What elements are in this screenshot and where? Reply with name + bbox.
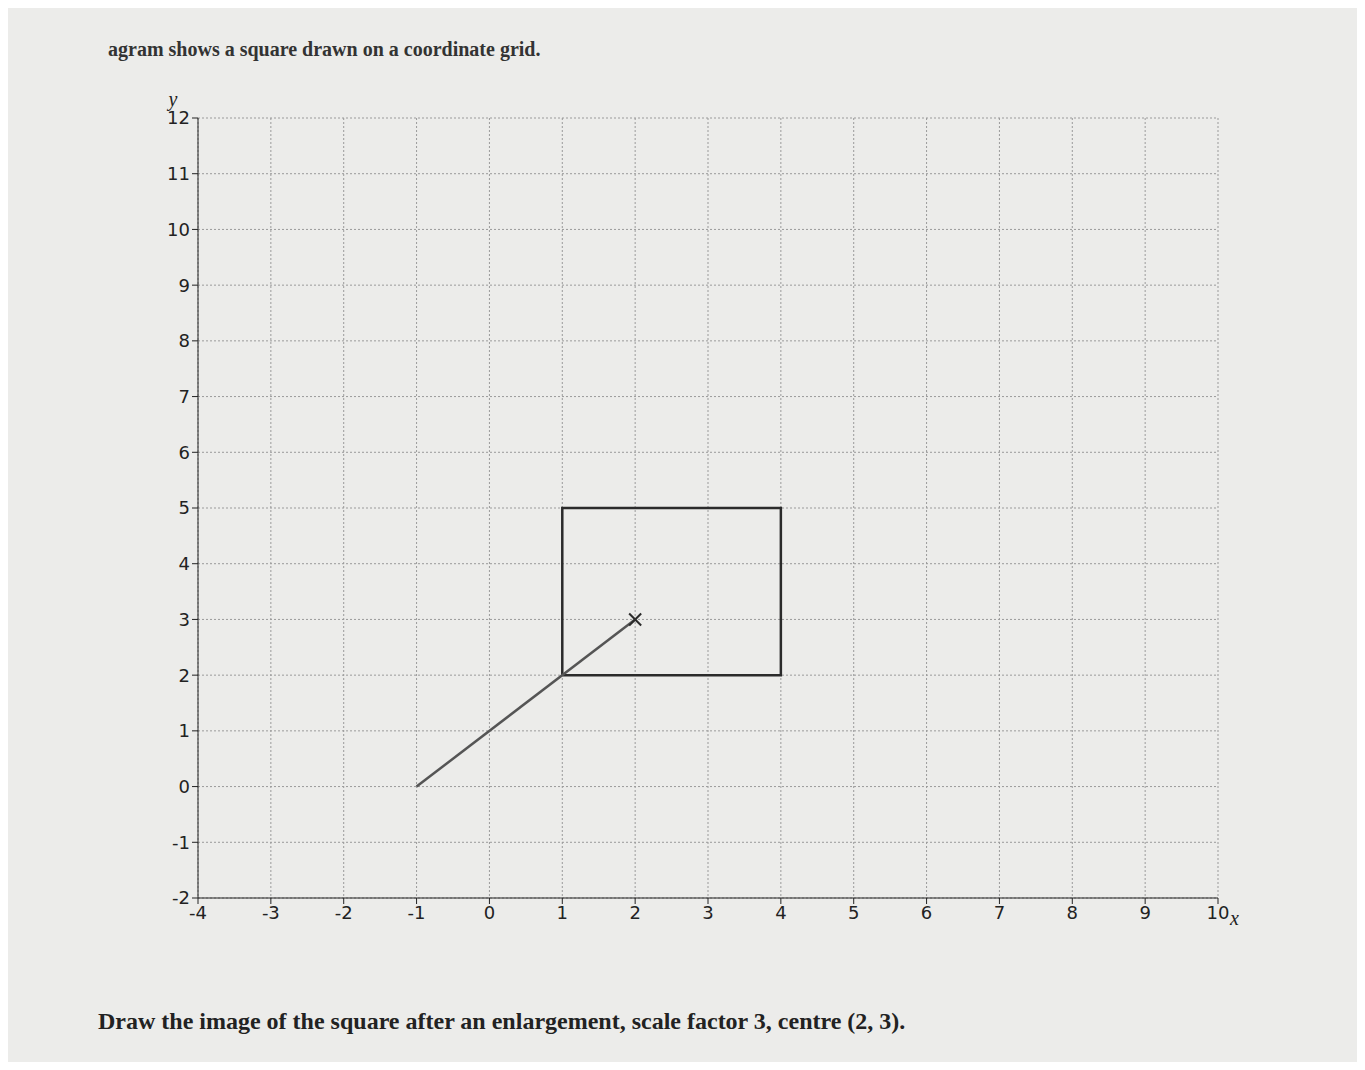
svg-text:8: 8 xyxy=(1067,902,1078,923)
svg-text:4: 4 xyxy=(179,553,190,574)
svg-text:10: 10 xyxy=(167,219,190,240)
svg-text:11: 11 xyxy=(167,163,190,184)
svg-text:0: 0 xyxy=(484,902,495,923)
svg-text:6: 6 xyxy=(921,902,932,923)
svg-text:7: 7 xyxy=(994,902,1005,923)
html-text:Draw the image of the square a: Draw the image of the square after an en… xyxy=(98,1008,906,1034)
svg-text:-1: -1 xyxy=(172,832,190,853)
svg-text:12: 12 xyxy=(167,107,190,128)
svg-text:10: 10 xyxy=(1207,902,1230,923)
svg-text:5: 5 xyxy=(848,902,859,923)
svg-text:-3: -3 xyxy=(262,902,280,923)
svg-text:-2: -2 xyxy=(172,887,190,908)
svg-text:x: x xyxy=(1229,907,1239,929)
svg-text:1: 1 xyxy=(557,902,568,923)
svg-text:0: 0 xyxy=(179,776,190,797)
svg-text:y: y xyxy=(167,88,178,111)
svg-text:-4: -4 xyxy=(189,902,207,923)
svg-text:9: 9 xyxy=(1139,902,1150,923)
svg-text:3: 3 xyxy=(702,902,713,923)
svg-text:4: 4 xyxy=(775,902,786,923)
svg-text:2: 2 xyxy=(629,902,640,923)
svg-text:1: 1 xyxy=(179,720,190,741)
svg-text:5: 5 xyxy=(179,497,190,518)
svg-text:2: 2 xyxy=(179,665,190,686)
svg-text:-2: -2 xyxy=(335,902,353,923)
svg-text:-1: -1 xyxy=(408,902,426,923)
svg-text:6: 6 xyxy=(179,442,190,463)
svg-text:3: 3 xyxy=(179,609,190,630)
html-text:agram shows a square drawn on: agram shows a square drawn on a coordina… xyxy=(108,38,541,60)
svg-text:9: 9 xyxy=(179,275,190,296)
svg-text:8: 8 xyxy=(179,330,190,351)
svg-text:7: 7 xyxy=(179,386,190,407)
